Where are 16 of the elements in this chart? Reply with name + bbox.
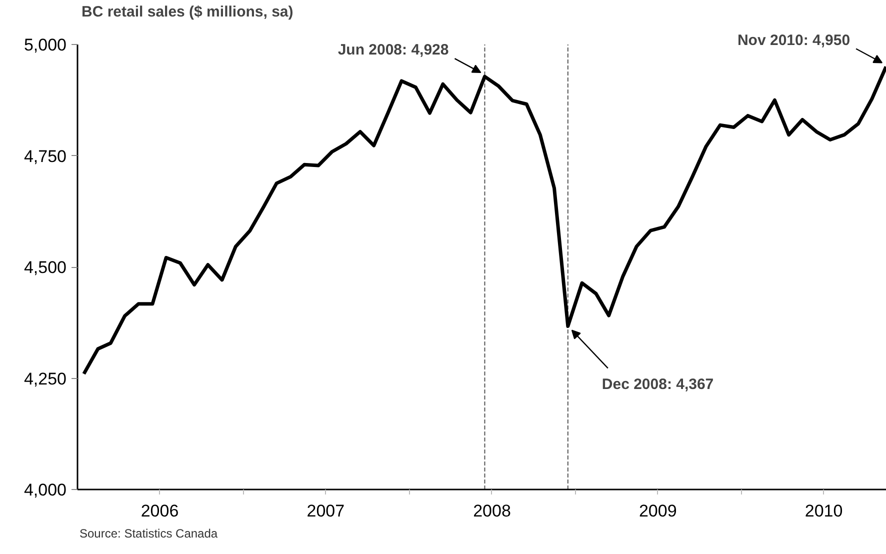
x-tick-label: 2008 [473,502,511,520]
annotation: Nov 2010: 4,950 [737,32,850,49]
source-note: Source: Statistics Canada [80,526,218,540]
x-tick-label: 2007 [306,502,345,520]
line-series [82,65,886,376]
chart-title: BC retail sales ($ millions, sa) [82,4,294,20]
x-tick-label: 2010 [804,502,843,520]
y-tick-label: 5,000 [24,36,67,54]
y-tick-label: 4,000 [24,480,67,500]
y-tick-label: 4,750 [24,146,67,166]
annotation: Dec 2008: 4,367 [602,376,714,394]
annotation: Jun 2008: 4,928 [338,42,449,59]
x-tick-label: 2009 [638,502,677,520]
y-tick-label: 4,250 [24,369,67,388]
y-tick-label: 4,500 [24,258,67,277]
x-tick-label: 2006 [140,502,179,520]
